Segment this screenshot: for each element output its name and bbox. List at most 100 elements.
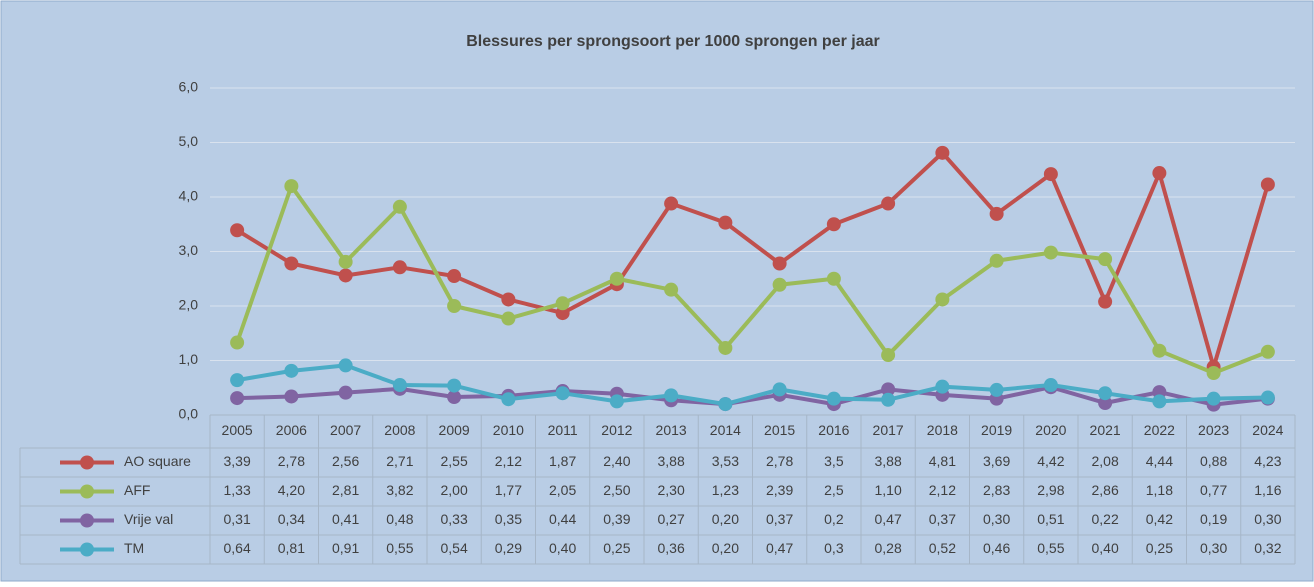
data-point [338, 254, 353, 269]
legend-label: AFF [124, 482, 150, 498]
data-label: 4,20 [278, 482, 305, 498]
data-label: 0,40 [1092, 540, 1119, 556]
x-tick-label: 2014 [710, 422, 741, 438]
data-point [772, 382, 787, 397]
data-label: 0,28 [875, 540, 902, 556]
data-point [338, 385, 353, 400]
data-point [555, 386, 570, 401]
x-tick-label: 2016 [818, 422, 849, 438]
data-point [501, 392, 516, 407]
data-point [230, 223, 245, 238]
data-point [826, 271, 841, 286]
data-label: 2,56 [332, 453, 359, 469]
data-label: 0,64 [224, 540, 251, 556]
data-point [1152, 166, 1167, 181]
data-point [447, 390, 462, 405]
data-label: 0,34 [278, 511, 305, 527]
data-label: 0,47 [766, 540, 793, 556]
data-point [772, 277, 787, 292]
legend-swatch [80, 513, 94, 528]
data-label: 3,53 [712, 453, 739, 469]
data-label: 1,16 [1254, 482, 1281, 498]
data-label: 2,81 [332, 482, 359, 498]
data-label: 0,30 [1200, 540, 1227, 556]
data-point [392, 260, 407, 275]
data-label: 2,12 [929, 482, 956, 498]
data-label: 0,91 [332, 540, 359, 556]
data-label: 1,18 [1146, 482, 1173, 498]
data-point [881, 382, 896, 397]
data-label: 0,20 [712, 540, 739, 556]
data-label: 0,51 [1037, 511, 1064, 527]
data-point [555, 306, 570, 321]
x-tick-label: 2007 [330, 422, 361, 438]
x-tick-label: 2018 [927, 422, 958, 438]
data-point [826, 391, 841, 406]
data-label: 2,05 [549, 482, 576, 498]
chart-title: Blessures per sprongsoort per 1000 spron… [466, 33, 879, 50]
data-point [1043, 245, 1058, 260]
legend-swatch [80, 484, 94, 499]
data-label: 2,78 [766, 453, 793, 469]
data-point [392, 378, 407, 393]
data-point [284, 179, 299, 194]
data-label: 0,81 [278, 540, 305, 556]
x-tick-label: 2022 [1144, 422, 1175, 438]
data-point [1152, 394, 1167, 409]
data-label: 2,83 [983, 482, 1010, 498]
data-point [664, 388, 679, 403]
x-tick-label: 2005 [222, 422, 253, 438]
data-point [935, 379, 950, 394]
data-point [989, 253, 1004, 268]
data-label: 2,39 [766, 482, 793, 498]
data-label: 0,2 [824, 511, 844, 527]
data-label: 0,39 [603, 511, 630, 527]
y-tick-label: 0,0 [179, 406, 199, 422]
data-point [1098, 396, 1113, 411]
data-label: 2,12 [495, 453, 522, 469]
data-label: 2,50 [603, 482, 630, 498]
x-tick-label: 2023 [1198, 422, 1229, 438]
x-tick-label: 2024 [1252, 422, 1283, 438]
data-label: 0,32 [1254, 540, 1281, 556]
data-label: 0,25 [603, 540, 630, 556]
y-tick-label: 1,0 [179, 351, 199, 367]
data-point [555, 296, 570, 311]
data-point [718, 340, 733, 355]
data-label: 0,42 [1146, 511, 1173, 527]
data-label: 3,82 [386, 482, 413, 498]
data-point [609, 394, 624, 409]
data-point [1206, 391, 1221, 406]
data-label: 0,40 [549, 540, 576, 556]
data-point [881, 392, 896, 407]
y-tick-label: 6,0 [179, 79, 199, 95]
y-tick-label: 3,0 [179, 242, 199, 258]
data-label: 4,44 [1146, 453, 1173, 469]
data-point [1152, 343, 1167, 358]
data-point [338, 268, 353, 283]
data-label: 0,37 [929, 511, 956, 527]
data-point [447, 299, 462, 313]
data-point [230, 391, 245, 406]
x-tick-label: 2015 [764, 422, 795, 438]
x-tick-label: 2021 [1090, 422, 1121, 438]
data-point [392, 199, 407, 214]
series-line [236, 363, 1268, 407]
x-tick-label: 2013 [656, 422, 687, 438]
data-label: 0,37 [766, 511, 793, 527]
data-point [935, 292, 950, 307]
series-line [237, 385, 1269, 407]
data-point [609, 271, 624, 286]
data-point [935, 145, 950, 160]
data-point [1043, 378, 1058, 393]
data-point [284, 363, 299, 378]
data-label: 4,23 [1254, 453, 1281, 469]
data-label: 0,88 [1200, 453, 1227, 469]
data-label: 2,00 [441, 482, 468, 498]
data-label: 0,36 [658, 540, 685, 556]
x-tick-label: 2017 [873, 422, 904, 438]
data-label: 0,27 [658, 511, 685, 527]
